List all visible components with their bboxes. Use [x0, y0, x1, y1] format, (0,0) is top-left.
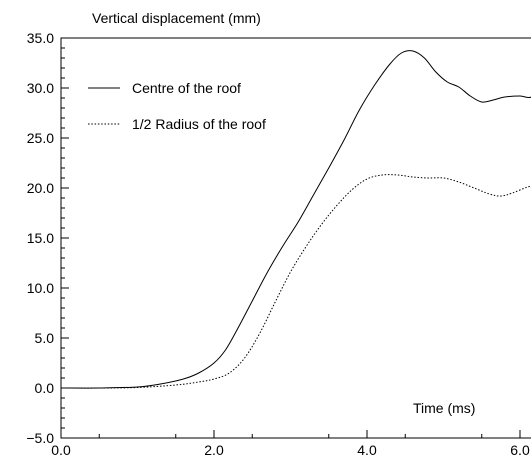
- series-line-centre: [61, 51, 531, 388]
- y-tick-label: 5.0: [35, 330, 55, 346]
- legend: Centre of the roof 1/2 Radius of the roo…: [88, 80, 266, 132]
- legend-label-half-radius: 1/2 Radius of the roof: [132, 116, 266, 132]
- y-tick-label: 25.0: [27, 130, 54, 146]
- x-tick-label: 0.0: [51, 442, 71, 458]
- legend-label-centre: Centre of the roof: [132, 80, 241, 96]
- x-tick-label: 4.0: [357, 442, 377, 458]
- y-tick-label: 10.0: [27, 280, 54, 296]
- y-axis-label: Vertical displacement (mm): [92, 10, 261, 26]
- y-tick-label: −5.0: [26, 430, 54, 446]
- y-tick-label: 35.0: [27, 30, 54, 46]
- x-axis-ticks: 0.0 2.0 4.0 6.0: [51, 430, 530, 458]
- y-tick-label: 20.0: [27, 180, 54, 196]
- x-tick-label: 6.0: [510, 442, 530, 458]
- plot-frame: [61, 38, 531, 438]
- x-axis-label: Time (ms): [413, 400, 475, 416]
- x-tick-label: 2.0: [204, 442, 224, 458]
- y-tick-label: 0.0: [35, 380, 55, 396]
- y-axis-ticks: −5.0 0.0 5.0 10.0 15.0 20.0 25.0 30.0 35.0: [26, 30, 69, 446]
- y-tick-label: 15.0: [27, 230, 54, 246]
- series-layer: [61, 51, 531, 388]
- series-line-half-radius: [61, 175, 531, 388]
- y-tick-label: 30.0: [27, 80, 54, 96]
